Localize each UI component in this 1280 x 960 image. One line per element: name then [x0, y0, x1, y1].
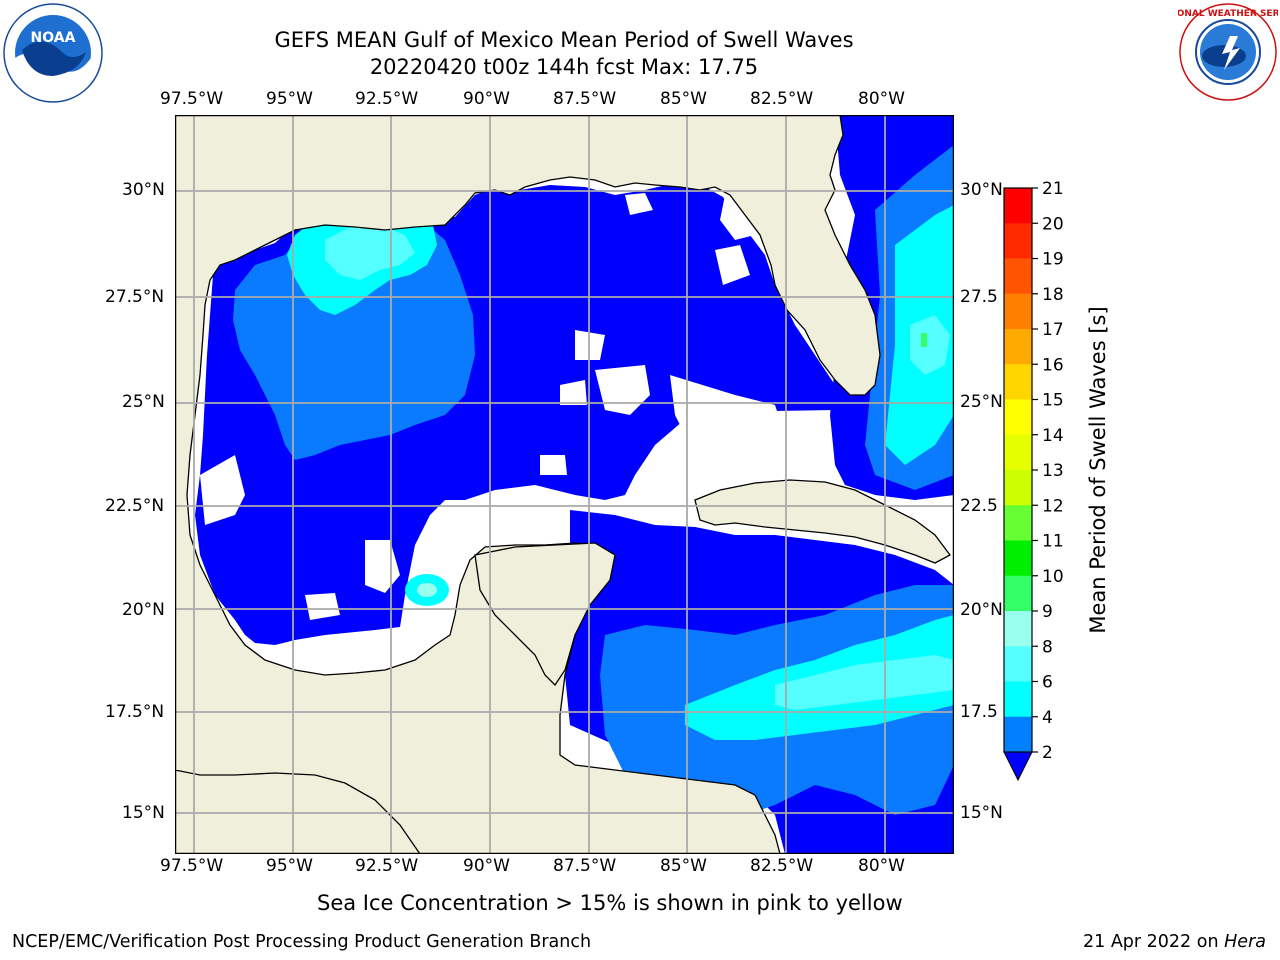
colorbar-tick-label: 17 [1042, 320, 1064, 340]
colorbar-segment [1004, 470, 1032, 506]
colorbar-tick-label: 20 [1042, 214, 1064, 234]
plot-title-line2: 20220420 t00z 144h fcst Max: 17.75 [369, 55, 759, 79]
lat-tick-left: 22.5°N [105, 496, 165, 516]
colorbar-segment [1004, 258, 1032, 295]
lon-tick-bottom: 85°W [660, 856, 707, 876]
lat-tick-right: 15°N [960, 803, 1003, 823]
colorbar-segment [1004, 505, 1032, 541]
lon-tick-bottom: 92.5°W [355, 856, 419, 876]
lat-tick-right: 20°N [960, 600, 1003, 620]
lon-tick-top: 85°W [660, 89, 707, 109]
colorbar-segment [1004, 364, 1032, 400]
nws-logo: NATIONAL WEATHER SERVICE [1178, 3, 1278, 101]
lat-tick-left: 20°N [122, 600, 165, 620]
lon-tick-top: 82.5°W [750, 89, 814, 109]
colorbar-segment [1004, 716, 1032, 753]
land-cuba [694, 479, 951, 564]
lon-tick-bottom: 95°W [266, 856, 313, 876]
lat-tick-left: 25°N [122, 392, 165, 412]
nws-logo-ring-text: NATIONAL WEATHER SERVICE [1178, 9, 1278, 19]
colorbar-extend-arrow [1003, 751, 1033, 782]
colorbar-segment [1004, 329, 1032, 365]
colorbar-label: Mean Period of Swell Waves [s] [1086, 306, 1110, 634]
colorbar-tick-label: 6 [1042, 673, 1053, 693]
lon-tick-top: 95°W [266, 89, 313, 109]
colorbar-tick-label: 21 [1042, 180, 1064, 199]
lat-tick-right: 30°N [960, 180, 1003, 200]
lon-tick-bottom: 80°W [858, 856, 905, 876]
lat-tick-right: 25°N [960, 392, 1003, 412]
colorbar-tick-label: 8 [1042, 637, 1053, 657]
colorbar-segment [1004, 223, 1032, 259]
colorbar: 21 20 19 18 17 16 15 14 13 12 11 10 9 8 6 4 2 [1003, 180, 1064, 782]
colorbar-tick-label: 2 [1042, 743, 1053, 763]
lon-tick-bottom: 90°W [463, 856, 510, 876]
colorbar-tick-label: 15 [1042, 391, 1064, 411]
footer-date: 21 Apr 2022 on Hera [1083, 932, 1266, 952]
footer-date-text: 21 Apr 2022 on [1082, 932, 1219, 952]
land-north-america [175, 115, 881, 854]
lon-tick-top: 87.5°W [553, 89, 617, 109]
colorbar-tick-label: 4 [1042, 708, 1053, 728]
lat-tick-right: 22.5 [960, 496, 998, 516]
land-yucatan [474, 542, 616, 687]
colorbar-tick-label: 9 [1042, 602, 1053, 622]
lon-tick-top: 97.5°W [160, 89, 224, 109]
map-panel [175, 115, 954, 854]
colorbar-segment [1004, 188, 1032, 224]
colorbar-segment [1004, 434, 1032, 471]
lon-tick-bottom: 82.5°W [750, 856, 814, 876]
lon-tick-top: 92.5°W [355, 89, 419, 109]
colorbar-segment [1004, 646, 1032, 682]
lon-tick-top: 80°W [858, 89, 905, 109]
noaa-logo: NOAA [3, 3, 103, 103]
colorbar-tick-label: 12 [1042, 496, 1064, 516]
lat-tick-left: 17.5°N [105, 702, 165, 722]
colorbar-tick-label: 10 [1042, 567, 1064, 587]
noaa-logo-text: NOAA [31, 30, 76, 46]
colorbar-tick-label: 13 [1042, 461, 1064, 481]
colorbar-tick-label: 14 [1042, 426, 1064, 446]
colorbar-segment [1004, 611, 1032, 647]
footer-branch: NCEP/EMC/Verification Post Processing Pr… [12, 932, 592, 952]
colorbar-tick-label: 16 [1042, 355, 1064, 375]
colorbar-segment [1004, 293, 1032, 330]
lat-tick-left: 15°N [122, 803, 165, 823]
lat-tick-left: 27.5°N [105, 287, 165, 307]
colorbar-tick-label: 11 [1042, 532, 1064, 552]
sea-ice-note: Sea Ice Concentration > 15% is shown in … [317, 891, 903, 915]
lat-tick-right: 17.5 [960, 702, 998, 722]
plot-title-line1: GEFS MEAN Gulf of Mexico Mean Period of … [274, 28, 854, 52]
lat-tick-right: 27.5 [960, 287, 998, 307]
lon-tick-bottom: 97.5°W [160, 856, 224, 876]
colorbar-segment [1004, 575, 1032, 612]
colorbar-segment [1004, 399, 1032, 436]
lon-tick-top: 90°W [463, 89, 510, 109]
colorbar-segment [1004, 540, 1032, 577]
lat-tick-left: 30°N [122, 180, 165, 200]
graticule [175, 115, 954, 854]
lon-tick-bottom: 87.5°W [553, 856, 617, 876]
footer-machine: Hera [1224, 932, 1266, 952]
colorbar-segment [1004, 681, 1032, 718]
colorbar-tick-label: 19 [1042, 250, 1064, 270]
colorbar-tick-label: 18 [1042, 285, 1064, 305]
